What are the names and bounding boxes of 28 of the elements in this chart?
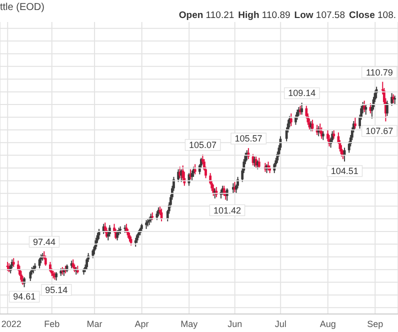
text: Close 108. bbox=[348, 10, 396, 21]
x-tick-label: Jul bbox=[274, 319, 286, 329]
text: Open 110.21 bbox=[178, 10, 234, 21]
x-tick-label: Mar bbox=[86, 319, 102, 329]
candlestick bbox=[364, 104, 368, 116]
x-tick-label: Apr bbox=[134, 319, 149, 329]
x-tick-label: Aug bbox=[320, 319, 336, 329]
x-tick-label: May bbox=[180, 319, 198, 329]
x-tick-label: 2022 bbox=[1, 319, 22, 329]
annotation: 105.07 bbox=[189, 140, 217, 150]
candlestick bbox=[116, 230, 119, 241]
annotation: 109.14 bbox=[288, 88, 316, 98]
annotation: 94.61 bbox=[13, 292, 36, 302]
annotation: 104.51 bbox=[330, 166, 358, 176]
text: High 110.89 bbox=[238, 10, 290, 21]
text: Low 107.58 bbox=[294, 10, 345, 21]
annotation: 110.79 bbox=[366, 67, 393, 78]
candlestick bbox=[386, 100, 388, 116]
x-tick-label: Sep bbox=[367, 319, 384, 329]
annotation: 101.42 bbox=[213, 205, 241, 216]
x-tick-label: Jun bbox=[228, 319, 242, 329]
annotation: 95.14 bbox=[45, 284, 68, 295]
candlestick bbox=[20, 270, 22, 283]
chart-title: ttle (EOD) bbox=[0, 2, 44, 13]
x-tick-label: Feb bbox=[44, 319, 60, 329]
annotation: 105.57 bbox=[234, 134, 262, 144]
annotation: 97.44 bbox=[32, 236, 56, 247]
annotation: 107.67 bbox=[366, 126, 394, 136]
